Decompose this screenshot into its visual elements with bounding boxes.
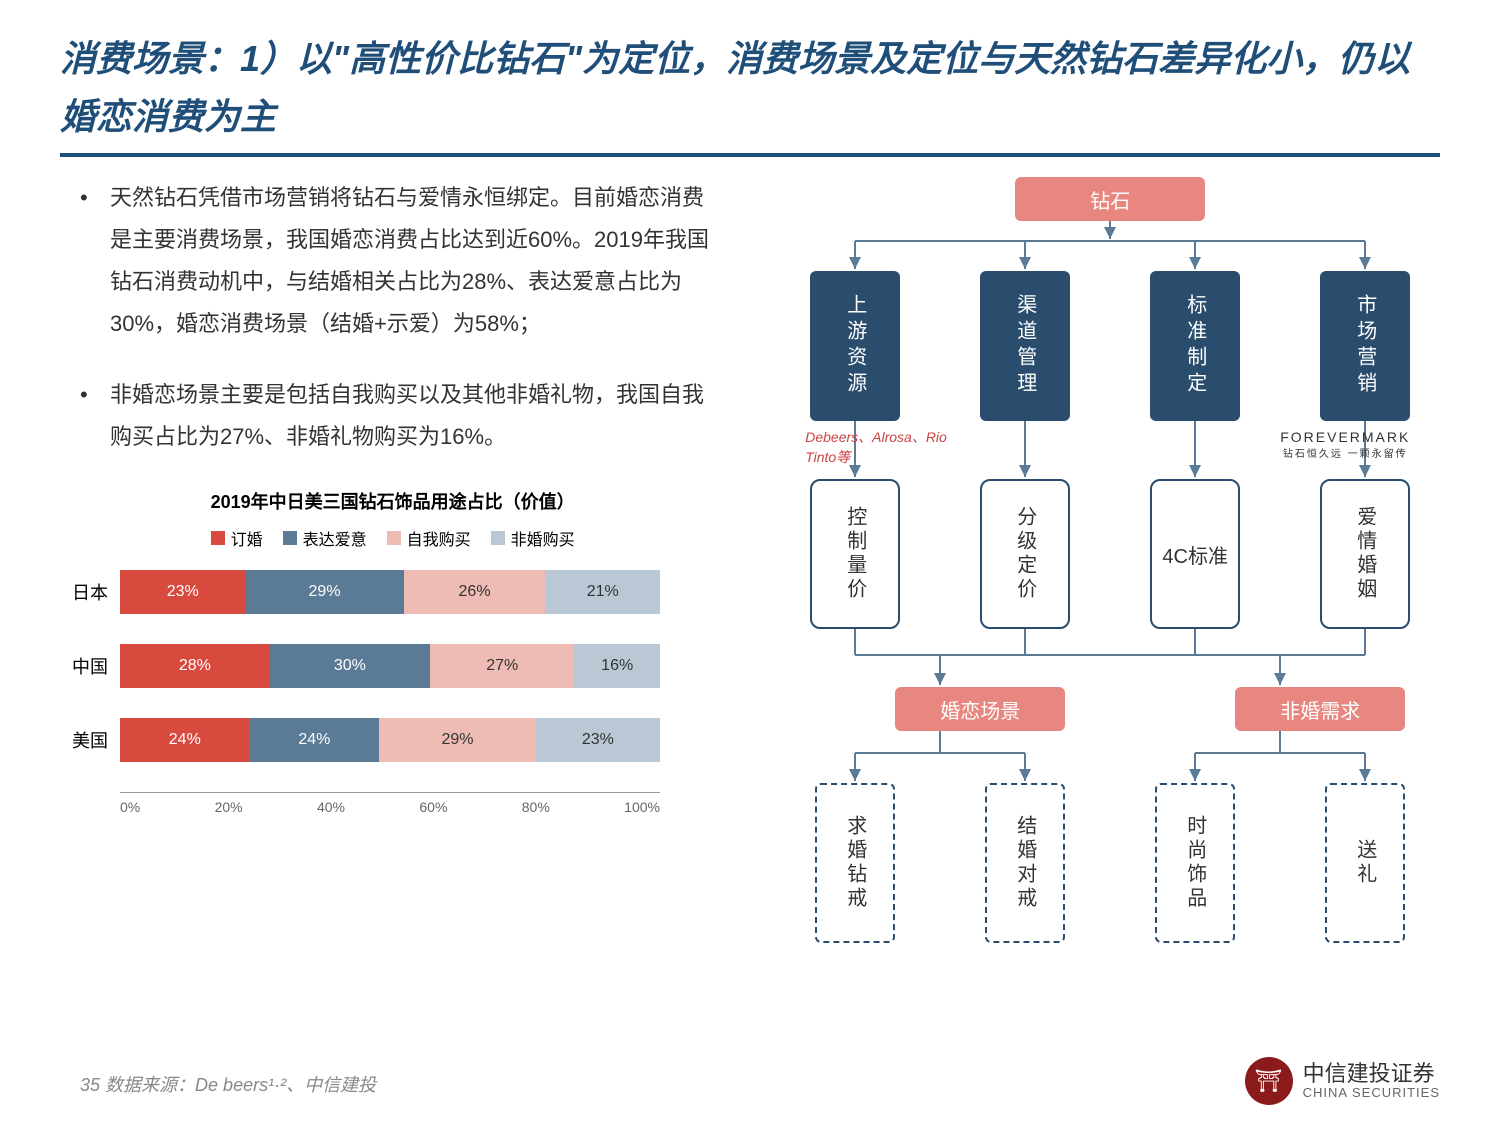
flow-node: 上游资源	[810, 271, 900, 421]
flow-node: 爱情婚姻	[1320, 479, 1410, 629]
legend-item: 表达爱意	[283, 526, 367, 550]
flow-node: 求婚钻戒	[815, 783, 895, 943]
flow-node: 分级定价	[980, 479, 1070, 629]
flow-node: 控制量价	[810, 479, 900, 629]
brand-label: FOREVERMARK钻石恒久远 一颗永留传	[1280, 429, 1410, 460]
slide-title: 消费场景：1）以"高性价比钻石"为定位，消费场景及定位与天然钻石差异化小，仍以婚…	[60, 30, 1440, 157]
flow-node: 婚恋场景	[895, 687, 1065, 731]
flow-node: 渠道管理	[980, 271, 1070, 421]
flow-node: 标准制定	[1150, 271, 1240, 421]
flow-node: 非婚需求	[1235, 687, 1405, 731]
stacked-bar-chart: 日本23%29%26%21% 中国28%30%27%16% 美国24%24%29%2…	[60, 570, 725, 762]
flowchart: 钻石上游资源渠道管理标准制定市场营销 Debeers、Alrosa、Rio Tin…	[755, 177, 1440, 1027]
flow-node: 4C标准	[1150, 479, 1240, 629]
logo-icon	[1245, 1057, 1293, 1105]
bullet-item: 天然钻石凭借市场营销将钻石与爱情永恒绑定。目前婚恋消费是主要消费场景，我国婚恋消…	[80, 177, 725, 344]
footer-source: 35 数据来源：De beers¹·²、中信建投	[80, 1071, 376, 1097]
flow-node: 结婚对戒	[985, 783, 1065, 943]
flow-node: 时尚饰品	[1155, 783, 1235, 943]
bar-row: 日本23%29%26%21%	[60, 570, 725, 614]
bar-row: 美国24%24%29%23%	[60, 718, 725, 762]
company-logo: 中信建投证券 CHINA SECURITIES	[1245, 1057, 1440, 1105]
flow-node: 送礼	[1325, 783, 1405, 943]
flow-node: 市场营销	[1320, 271, 1410, 421]
chart-legend: 订婚表达爱意自我购买非婚购买	[60, 526, 725, 550]
flow-node: 钻石	[1015, 177, 1205, 221]
chart-x-axis: 0%20%40%60%80%100%	[120, 792, 660, 815]
bullet-item: 非婚恋场景主要是包括自我购买以及其他非婚礼物，我国自我购买占比为27%、非婚礼物…	[80, 374, 725, 458]
annotation: Debeers、Alrosa、Rio Tinto等	[805, 427, 950, 467]
bar-row: 中国28%30%27%16%	[60, 644, 725, 688]
legend-item: 订婚	[211, 526, 263, 550]
legend-item: 自我购买	[387, 526, 471, 550]
legend-item: 非婚购买	[491, 526, 575, 550]
bullet-list: 天然钻石凭借市场营销将钻石与爱情永恒绑定。目前婚恋消费是主要消费场景，我国婚恋消…	[60, 177, 725, 458]
chart-title: 2019年中日美三国钻石饰品用途占比（价值）	[60, 488, 725, 514]
